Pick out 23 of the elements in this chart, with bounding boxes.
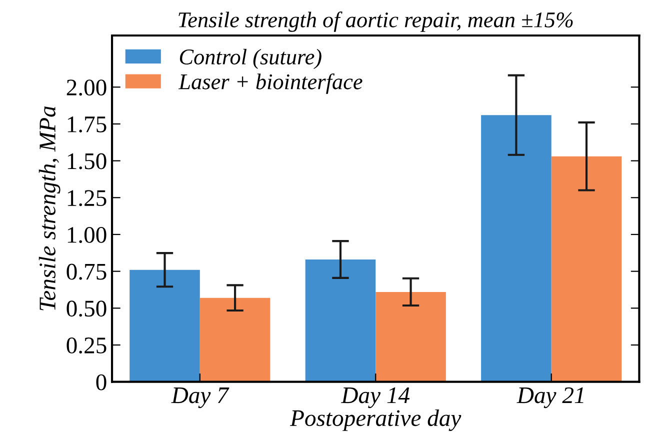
y-tick-label: 1.75 [68,116,106,132]
bar [376,292,446,382]
y-axis-title: Tensile strength, MPa [38,106,60,310]
x-tick-label: Day 21 [516,387,584,408]
bar [305,260,376,382]
legend-label: Control (suture) [180,48,322,70]
y-tick-label: 0 [96,374,106,390]
bar [551,156,622,382]
y-tick-label: 1.25 [68,190,106,206]
chart-title: Tensile strength of aortic repair, mean ±15% [178,12,573,32]
bar [130,270,200,382]
legend-label: Laser + biointerface [178,73,362,94]
bar [481,115,552,382]
y-tick-label: 1.50 [68,153,106,170]
y-tick-label: 0.25 [66,337,106,354]
x-tick-label: Day 14 [340,387,410,408]
x-tick-label: Day 7 [171,388,230,408]
y-tick-label: 2.00 [66,80,106,96]
bar [200,298,270,382]
y-tick-label: 0.50 [66,300,106,317]
y-tick-label: 0.75 [66,264,106,280]
x-axis-title: Postoperative day [290,410,462,431]
y-tick-label: 1.00 [68,226,106,243]
